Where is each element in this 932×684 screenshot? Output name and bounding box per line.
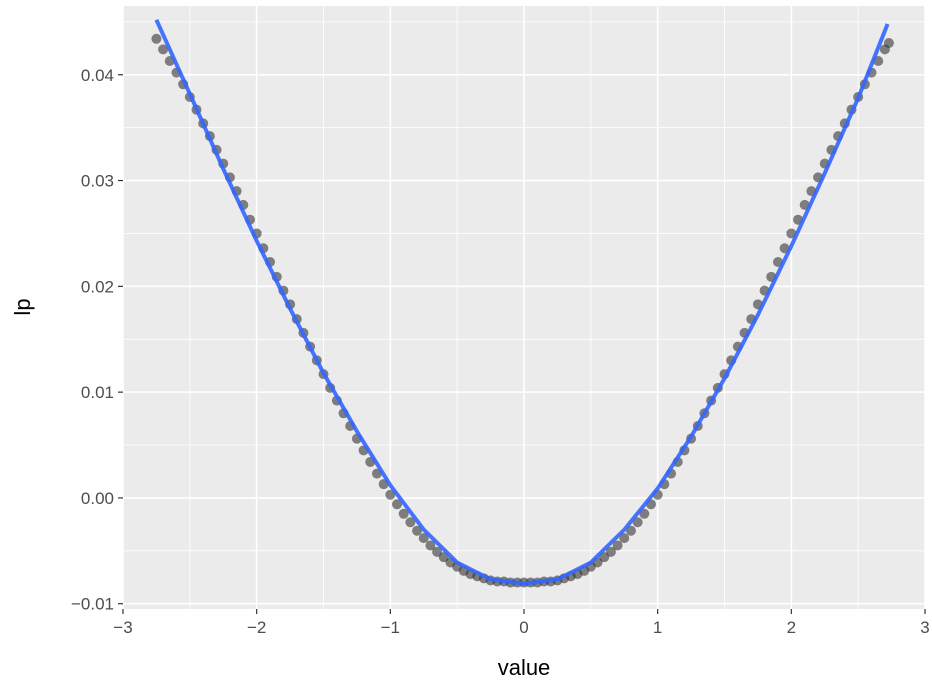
data-point <box>605 546 616 557</box>
data-point <box>619 533 630 544</box>
y-axis: −0.01 0.00 0.01 0.02 0.03 0.04 <box>71 66 123 614</box>
data-point <box>632 517 643 528</box>
y-tick-label: −0.01 <box>71 595 114 614</box>
y-tick-label: 0.02 <box>81 277 114 296</box>
data-point <box>425 540 436 551</box>
y-axis-title: lp <box>10 298 35 315</box>
x-tick-label: −1 <box>381 618 400 637</box>
data-point <box>599 552 610 563</box>
grid-major <box>122 6 926 609</box>
y-tick-label: 0.00 <box>81 489 114 508</box>
data-point <box>883 38 894 49</box>
data-point <box>418 533 429 544</box>
data-point <box>432 546 443 557</box>
data-point <box>398 508 409 519</box>
x-tick-label: 1 <box>653 618 662 637</box>
fit-line <box>154 18 890 586</box>
y-tick-label: 0.03 <box>81 172 114 191</box>
x-tick-label: 2 <box>787 618 796 637</box>
data-point <box>158 44 169 55</box>
x-tick-label: 3 <box>920 618 929 637</box>
data-point <box>405 517 416 528</box>
data-point <box>392 499 403 510</box>
data-point <box>612 540 623 551</box>
data-point <box>151 33 162 44</box>
data-point <box>438 552 449 563</box>
data-point <box>385 489 396 500</box>
x-tick-label: −2 <box>247 618 266 637</box>
y-tick-label: 0.04 <box>81 66 114 85</box>
data-point <box>412 525 423 536</box>
data-point <box>625 525 636 536</box>
y-tick-label: 0.01 <box>81 383 114 402</box>
x-tick-label: 0 <box>519 618 528 637</box>
x-axis: −3 −2 −1 0 1 2 3 <box>113 609 930 637</box>
data-point <box>639 508 650 519</box>
x-tick-label: −3 <box>113 618 132 637</box>
x-axis-title: value <box>498 655 551 680</box>
fit-line-group <box>154 18 890 586</box>
